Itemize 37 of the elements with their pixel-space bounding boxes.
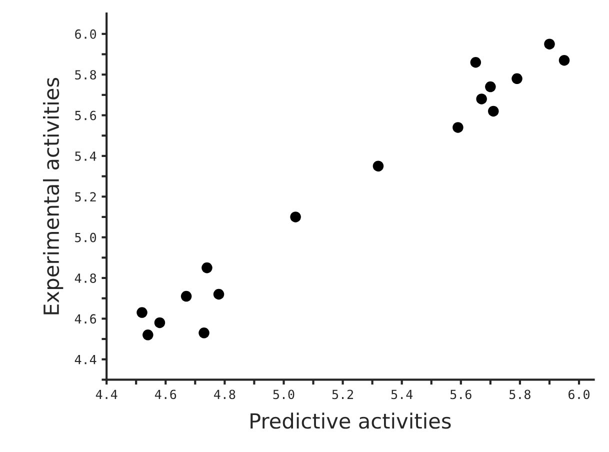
point — [512, 73, 522, 84]
point — [202, 262, 212, 274]
point — [213, 288, 224, 300]
point — [488, 106, 499, 117]
point — [485, 81, 496, 92]
y-tick-label: 5.2 — [75, 192, 96, 202]
point — [476, 94, 487, 104]
point — [558, 54, 570, 66]
x-tick-label: 6.0 — [568, 390, 590, 400]
y-axis-title: Experimental activities — [43, 78, 64, 314]
point — [544, 38, 555, 50]
y-tick-label: 5.0 — [75, 232, 96, 242]
x-tick-label: 4.6 — [154, 390, 176, 400]
x-tick-label: 4.8 — [214, 390, 236, 400]
point — [290, 212, 301, 222]
x-tick-label: 5.0 — [273, 390, 294, 400]
point — [154, 317, 166, 328]
x-tick-label: 5.4 — [391, 390, 413, 400]
y-tick-label: 5.4 — [75, 152, 96, 161]
text: 4.4 — [96, 390, 118, 399]
x-tick-label: 5.2 — [332, 390, 354, 400]
point — [142, 330, 154, 340]
y-tick-label: 5.6 — [75, 110, 96, 120]
point — [198, 328, 210, 338]
point — [372, 160, 384, 172]
y-tick-label: 4.4 — [74, 355, 96, 364]
x-tick-label: 5.8 — [510, 390, 530, 400]
point — [452, 122, 464, 133]
y-tick-label: 4.6 — [74, 314, 96, 324]
x-axis-title: Predictive activities — [250, 412, 451, 429]
y-tick-label: 5.8 — [75, 70, 96, 80]
y-tick-label: 6.0 — [75, 29, 96, 39]
point — [470, 56, 482, 68]
point — [136, 307, 148, 318]
y-tick-label: 4.8 — [74, 273, 96, 283]
x-tick-label: 5.6 — [450, 390, 472, 400]
point — [180, 290, 192, 302]
